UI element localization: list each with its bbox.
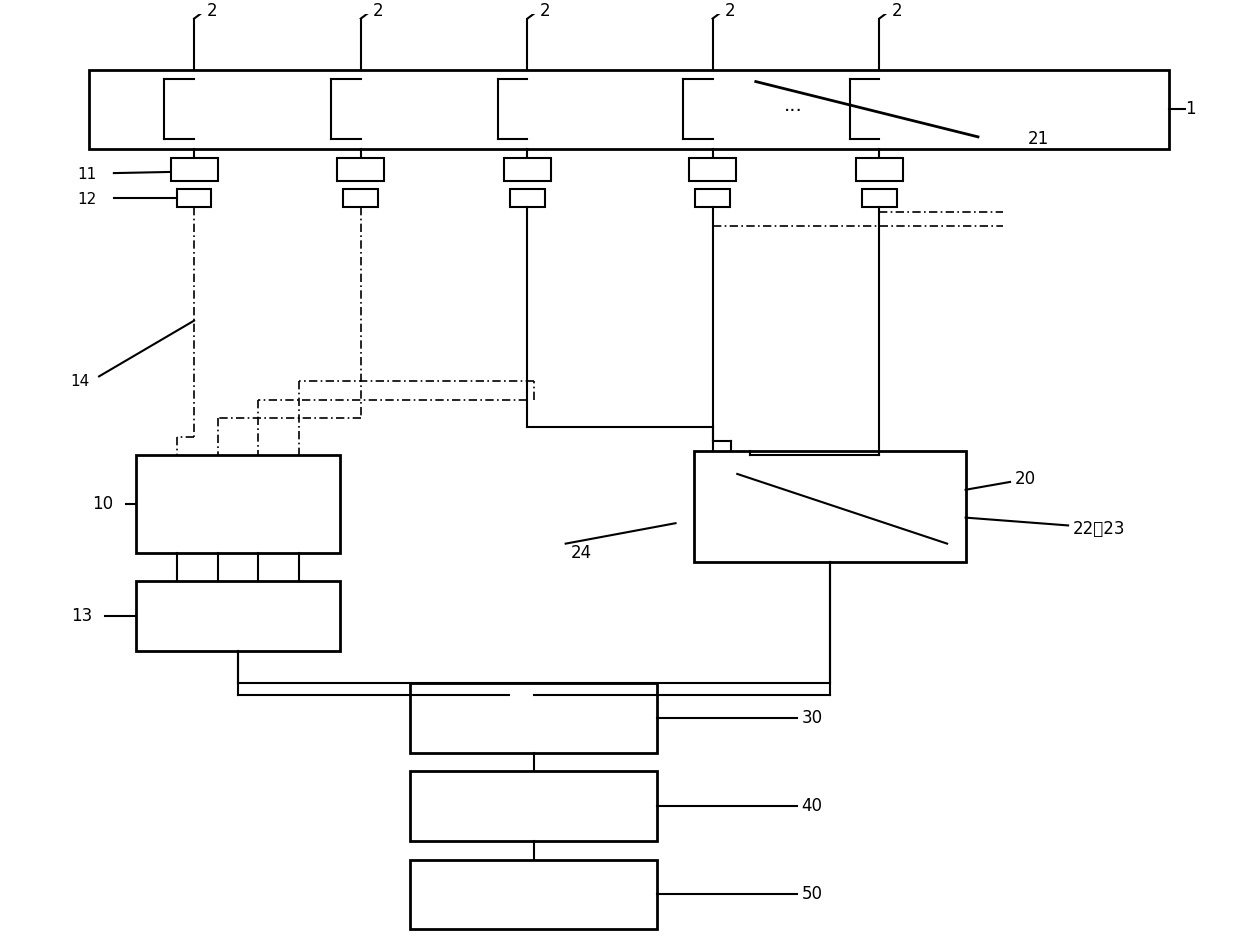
Text: 2: 2 xyxy=(725,2,735,20)
Text: 20: 20 xyxy=(1016,469,1037,487)
Bar xyxy=(503,158,551,182)
Bar xyxy=(171,158,217,182)
Bar xyxy=(410,771,657,841)
Text: 14: 14 xyxy=(71,374,91,389)
Text: 13: 13 xyxy=(71,606,92,624)
Bar xyxy=(689,158,737,182)
Text: 30: 30 xyxy=(801,709,822,727)
Text: 2: 2 xyxy=(892,2,903,20)
Bar xyxy=(510,188,544,207)
Text: 2: 2 xyxy=(207,2,217,20)
Bar xyxy=(89,70,1169,149)
Bar xyxy=(136,455,340,552)
Text: 10: 10 xyxy=(92,495,113,513)
Bar xyxy=(694,450,966,562)
Text: 11: 11 xyxy=(77,166,95,182)
Bar xyxy=(177,188,211,207)
Bar xyxy=(136,581,340,651)
Text: 22、23: 22、23 xyxy=(1073,519,1126,537)
Text: 2: 2 xyxy=(539,2,551,20)
Text: 2: 2 xyxy=(373,2,383,20)
Bar xyxy=(337,158,384,182)
Text: 40: 40 xyxy=(801,797,822,815)
Bar xyxy=(856,158,903,182)
Bar xyxy=(410,683,657,753)
Text: ...: ... xyxy=(784,96,802,114)
Bar xyxy=(862,188,897,207)
Bar xyxy=(343,188,378,207)
Text: 12: 12 xyxy=(77,192,95,207)
Bar xyxy=(696,188,730,207)
Bar xyxy=(410,860,657,929)
Text: 21: 21 xyxy=(1028,131,1049,149)
Text: 1: 1 xyxy=(1185,100,1197,118)
Text: 50: 50 xyxy=(801,885,822,903)
Text: 24: 24 xyxy=(570,544,591,562)
